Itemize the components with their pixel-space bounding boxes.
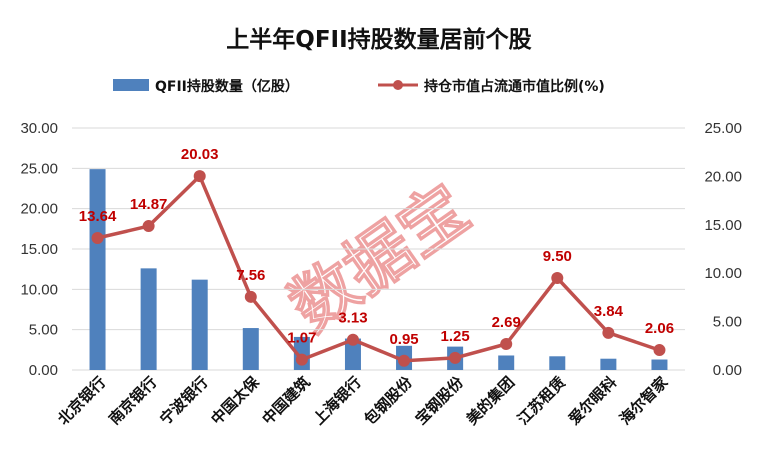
line-marker	[91, 231, 104, 244]
y-right-tick-label: 5.00	[713, 314, 742, 331]
legend-swatch-marker	[393, 80, 403, 90]
line-marker	[398, 354, 411, 367]
legend-swatch-bar	[113, 79, 149, 91]
data-label: 3.13	[338, 310, 367, 327]
bar	[191, 279, 208, 370]
y-left-tick-label: 0.00	[29, 362, 58, 379]
bar	[549, 356, 566, 370]
x-tick-label: 南京银行	[105, 373, 160, 428]
data-label: 0.95	[389, 331, 418, 348]
x-tick-label: 宁波银行	[156, 373, 211, 428]
data-label: 2.06	[645, 320, 674, 337]
watermark-text: 数据宝	[276, 170, 482, 347]
line-marker	[551, 272, 564, 285]
data-label: 20.03	[181, 146, 219, 163]
x-tick-label: 中国建筑	[259, 373, 314, 428]
x-tick-label: 海尔智家	[616, 373, 671, 428]
y-left-tick-label: 25.00	[20, 160, 58, 177]
data-label: 2.69	[492, 314, 521, 331]
y-right-tick-label: 20.00	[704, 168, 742, 185]
series-line	[97, 174, 661, 363]
y-right-tick-label: 0.00	[713, 362, 742, 379]
y-left-tick-label: 10.00	[20, 281, 58, 298]
y-left-tick-label: 30.00	[20, 120, 58, 137]
bar	[242, 328, 259, 370]
line-marker	[500, 337, 513, 350]
y-left-tick-label: 5.00	[29, 322, 58, 339]
data-label: 3.84	[594, 303, 624, 320]
legend-label-line: 持仓市值占流通市值比例(%)	[424, 78, 605, 95]
data-label: 1.07	[287, 330, 316, 347]
x-tick-label: 中国太保	[207, 372, 263, 428]
bar	[600, 358, 617, 370]
data-label: 1.25	[441, 328, 470, 345]
y-left-tick-label: 20.00	[20, 201, 58, 218]
y-left-tick-label: 15.00	[20, 241, 58, 258]
y-right-tick-label: 25.00	[704, 120, 742, 137]
x-tick-label: 宝钢股份	[412, 372, 468, 428]
data-label: 7.56	[236, 267, 265, 284]
line-marker	[193, 170, 206, 183]
watermark: 数据宝	[276, 169, 484, 347]
chart-title: 上半年QFII持股数量居前个股	[226, 26, 531, 53]
bar	[344, 338, 361, 370]
x-tick-label: 爱尔眼科	[565, 373, 620, 428]
x-tick-label: 包钢股份	[361, 372, 417, 428]
line-marker	[142, 220, 155, 233]
bar	[498, 355, 515, 370]
line-marker	[449, 351, 462, 364]
line-marker	[346, 333, 359, 346]
x-tick-label: 美的集团	[463, 373, 518, 428]
line-marker	[653, 344, 666, 357]
x-tick-label: 上海银行	[310, 373, 365, 428]
y-right-tick-label: 10.00	[704, 265, 742, 282]
bar	[140, 268, 157, 370]
line-marker	[295, 353, 308, 366]
data-label: 9.50	[543, 248, 572, 265]
bar	[651, 359, 668, 370]
y-right-tick-label: 15.00	[704, 217, 742, 234]
line-marker	[602, 326, 615, 339]
data-label: 14.87	[130, 196, 168, 213]
bar	[89, 169, 106, 370]
line-marker	[244, 290, 257, 303]
x-tick-label: 江苏租赁	[514, 373, 569, 428]
legend-label-bar: QFII持股数量（亿股）	[155, 78, 299, 95]
x-tick-label: 北京银行	[54, 373, 109, 428]
data-label: 13.64	[79, 208, 117, 225]
